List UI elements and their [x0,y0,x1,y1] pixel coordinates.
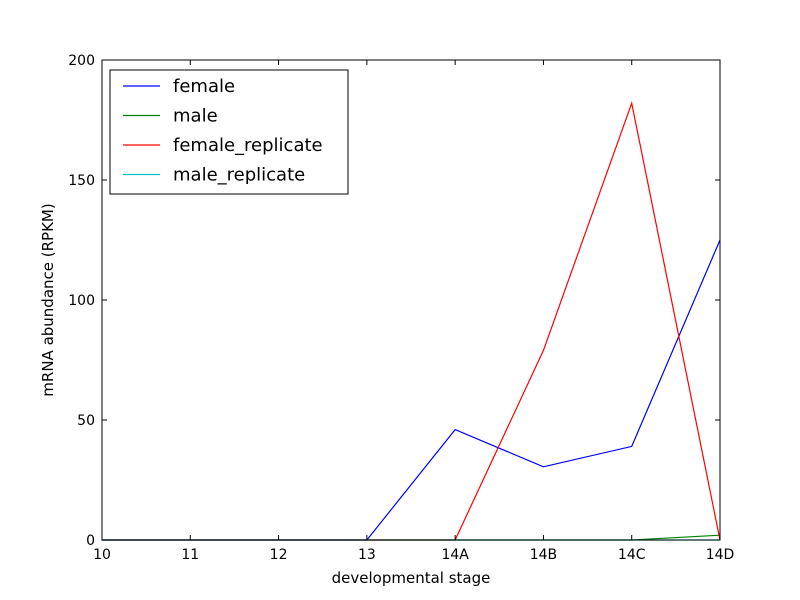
x-tick-label: 10 [93,547,111,563]
y-tick-label: 200 [68,53,95,69]
legend-box [109,69,349,195]
y-axis-title: mRNA abundance (RPKM) [39,203,57,396]
x-tick-label: 14B [530,547,557,563]
y-tick-label: 100 [68,293,95,309]
x-tick-label: 13 [358,547,376,563]
y-tick-label: 150 [68,173,95,189]
y-tick-label: 0 [86,533,95,549]
x-tick-label: 14C [618,547,646,563]
legend-label: female_replicate [173,135,323,156]
legend-label: male_replicate [173,165,305,186]
x-axis-title: developmental stage [332,569,491,587]
legend-label: female [173,76,235,97]
y-tick-label: 50 [77,413,95,429]
series-line-male [102,534,721,541]
legend-label: male [173,106,218,127]
x-tick-label: 11 [181,547,199,563]
series-line-female [102,239,721,541]
x-tick-label: 14D [706,547,735,563]
x-tick-label: 12 [270,547,288,563]
x-tick-label: 14A [441,547,469,563]
legend: female male female_replicate male_replicate [109,69,349,195]
ticks-layer: 10 11 12 13 14A 14B 14C 14D 0 50 100 150 200 [68,53,734,563]
